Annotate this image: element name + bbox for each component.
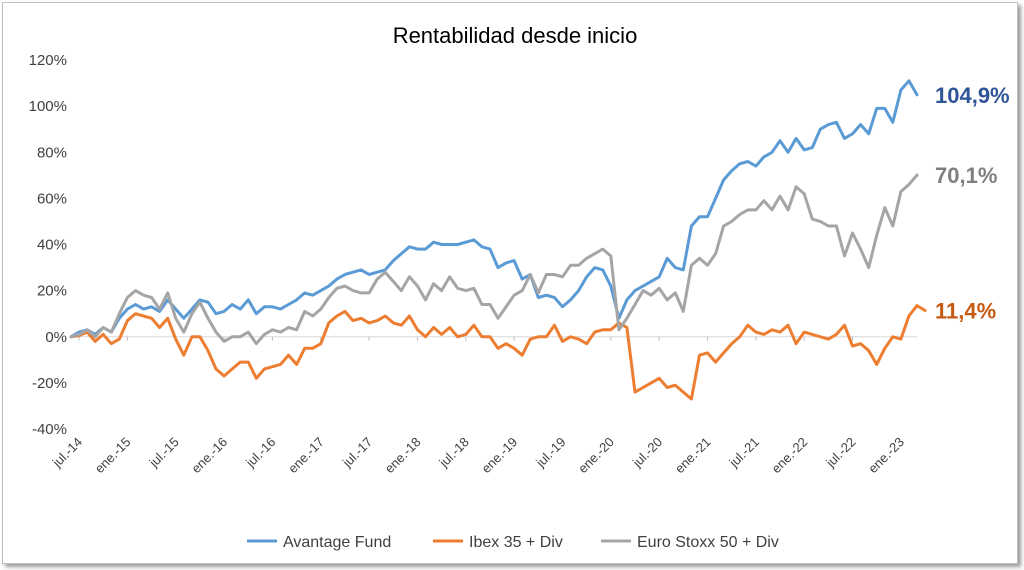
y-tick-label: 100% <box>29 98 67 115</box>
series-line-0 <box>69 79 919 339</box>
y-tick-label: 80% <box>37 144 67 161</box>
y-tick-label: -20% <box>32 375 67 392</box>
x-tick-label: ene.-17 <box>285 434 327 476</box>
y-tick-label: 120% <box>29 52 67 69</box>
x-tick-label: jul.-20 <box>629 434 665 470</box>
x-tick-label: jul.-17 <box>339 434 375 470</box>
plot-area <box>69 79 927 401</box>
x-tick-label: jul.-19 <box>532 434 568 470</box>
x-tick-label: ene.-20 <box>575 434 617 476</box>
y-tick-label: 60% <box>37 190 67 207</box>
legend: Avantage Fund Ibex 35 + Div Euro Stoxx 50 … <box>247 534 779 551</box>
series-line-2 <box>69 173 919 346</box>
series-end-label: 104,9% <box>935 83 1010 108</box>
x-tick-label: ene.-23 <box>865 434 907 476</box>
series-end-label: 70,1% <box>935 163 997 188</box>
x-tick-label: jul.-16 <box>242 434 278 470</box>
y-axis: -40% -20% 0% 20% 40% 60% 80% 100% 120% <box>29 52 67 438</box>
x-tick-label: jul.-22 <box>822 434 858 470</box>
chart-frame: Rentabilidad desde inicio -40% -20% 0% 20% 4… <box>2 2 1018 564</box>
x-tick-label: jul.-21 <box>726 434 762 470</box>
legend-label: Avantage Fund <box>283 534 391 551</box>
series-line-1 <box>69 304 927 401</box>
chart-title: Rentabilidad desde inicio <box>393 23 638 48</box>
x-tick-label: ene.-22 <box>769 434 811 476</box>
y-tick-label: 20% <box>37 283 67 300</box>
line-chart: Rentabilidad desde inicio -40% -20% 0% 20% 4… <box>29 23 1010 551</box>
y-tick-label: 40% <box>37 237 67 254</box>
legend-label: Euro Stoxx 50 + Div <box>637 534 779 551</box>
x-axis: jul.-14 ene.-15 jul.-15 ene.-16 jul.-16 ene.-… <box>49 336 917 476</box>
x-tick-label: ene.-16 <box>188 434 230 476</box>
x-tick-label: jul.-18 <box>436 434 472 470</box>
series-end-label: 11,4% <box>935 298 996 323</box>
x-tick-label: jul.-14 <box>49 434 85 470</box>
x-tick-label: ene.-15 <box>92 434 134 476</box>
y-tick-label: -40% <box>32 421 67 438</box>
x-tick-label: ene.-18 <box>382 434 424 476</box>
x-tick-label: ene.-19 <box>478 434 520 476</box>
x-tick-label: jul.-15 <box>146 434 182 470</box>
legend-label: Ibex 35 + Div <box>469 534 563 551</box>
x-tick-label: ene.-21 <box>672 434 714 476</box>
y-tick-label: 0% <box>45 329 67 346</box>
end-labels: 104,9% 11,4% 70,1% <box>935 83 1010 324</box>
